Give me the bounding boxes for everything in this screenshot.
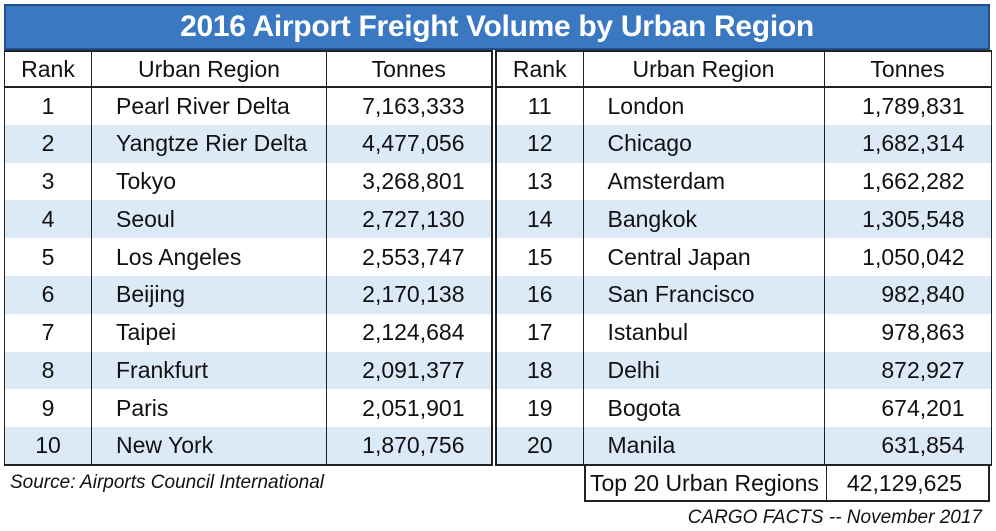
column-header-region: Urban Region: [582, 50, 825, 88]
ranking-table-left: Rank Urban Region Tonnes 1 Pearl River De…: [4, 50, 493, 466]
table-row: 3 Tokyo 3,268,801: [4, 162, 492, 201]
region-cell: Delhi: [582, 351, 825, 390]
total-label: Top 20 Urban Regions: [586, 466, 827, 500]
region-cell: New York: [91, 427, 327, 466]
credit-note: CARGO FACTS -- November 2017: [687, 507, 982, 528]
region-cell: Central Japan: [582, 238, 825, 276]
table-row: 1 Pearl River Delta 7,163,333: [4, 87, 492, 125]
rank-cell: 20: [495, 427, 584, 466]
table-row: 4 Seoul 2,727,130: [4, 200, 492, 239]
tonnes-cell: 1,662,282: [823, 162, 992, 201]
tonnes-cell: 4,477,056: [326, 124, 492, 163]
region-cell: Pearl River Delta: [91, 87, 327, 125]
rank-cell: 7: [4, 313, 92, 352]
column-header-rank: Rank: [495, 50, 584, 88]
region-cell: London: [582, 87, 825, 125]
tonnes-cell: 1,870,756: [326, 427, 492, 466]
table-title: 2016 Airport Freight Volume by Urban Reg…: [4, 4, 990, 50]
region-cell: Tokyo: [91, 162, 327, 201]
table-row: 10 New York 1,870,756: [4, 427, 492, 466]
tonnes-cell: 982,840: [823, 275, 992, 314]
total-value: 42,129,625: [846, 470, 962, 496]
rank-cell: 11: [495, 87, 584, 125]
region-cell: San Francisco: [582, 275, 825, 314]
rank-cell: 9: [4, 389, 92, 428]
region-cell: Bangkok: [582, 200, 825, 239]
rank-cell: 5: [4, 238, 92, 276]
ranking-table-right: Rank Urban Region Tonnes 11 London 1,789,8…: [495, 50, 992, 466]
tonnes-cell: 2,727,130: [326, 200, 492, 239]
column-header-region: Urban Region: [91, 50, 327, 88]
rank-cell: 1: [4, 87, 92, 125]
tonnes-cell: 7,163,333: [326, 87, 492, 125]
table-row: 11 London 1,789,831: [495, 87, 992, 125]
tonnes-cell: 2,170,138: [326, 275, 492, 314]
tonnes-cell: 1,050,042: [823, 238, 992, 276]
table-row: 9 Paris 2,051,901: [4, 389, 492, 428]
region-cell: Amsterdam: [582, 162, 825, 201]
total-row: Top 20 Urban Regions 42,129,625: [584, 464, 990, 502]
rank-cell: 13: [495, 162, 584, 201]
table-row: 20 Manila 631,854: [495, 427, 992, 466]
region-cell: Chicago: [582, 124, 825, 163]
rank-cell: 16: [495, 275, 584, 314]
table-row: 5 Los Angeles 2,553,747: [4, 238, 492, 276]
table-row: 6 Beijing 2,170,138: [4, 275, 492, 314]
tonnes-cell: 2,051,901: [326, 389, 492, 428]
region-cell: Manila: [582, 427, 825, 466]
rank-cell: 14: [495, 200, 584, 239]
rank-cell: 15: [495, 238, 584, 276]
rank-cell: 2: [4, 124, 92, 163]
tonnes-cell: 2,124,684: [326, 313, 492, 352]
rank-cell: 8: [4, 351, 92, 390]
table-row: 16 San Francisco 982,840: [495, 275, 992, 314]
region-cell: Yangtze Rier Delta: [91, 124, 327, 163]
tonnes-cell: 2,091,377: [326, 351, 492, 390]
column-header-tonnes: Tonnes: [326, 50, 492, 88]
rank-cell: 6: [4, 275, 92, 314]
tonnes-cell: 1,789,831: [823, 87, 992, 125]
rank-cell: 18: [495, 351, 584, 390]
rank-cell: 4: [4, 200, 92, 239]
region-cell: Frankfurt: [91, 351, 327, 390]
region-cell: Paris: [91, 389, 327, 428]
rank-cell: 10: [4, 427, 92, 466]
table-row: 14 Bangkok 1,305,548: [495, 200, 992, 239]
tonnes-cell: 1,305,548: [823, 200, 992, 239]
column-header-tonnes: Tonnes: [823, 50, 992, 88]
region-cell: Bogota: [582, 389, 825, 428]
tonnes-cell: 674,201: [823, 389, 992, 428]
table-row: 15 Central Japan 1,050,042: [495, 238, 992, 276]
table-row: 18 Delhi 872,927: [495, 351, 992, 390]
rank-cell: 3: [4, 162, 92, 201]
table-row: 12 Chicago 1,682,314: [495, 124, 992, 163]
region-cell: Istanbul: [582, 313, 825, 352]
table-row: 17 Istanbul 978,863: [495, 313, 992, 352]
table-row: 8 Frankfurt 2,091,377: [4, 351, 492, 390]
region-cell: Beijing: [91, 275, 327, 314]
rank-cell: 19: [495, 389, 584, 428]
region-cell: Seoul: [91, 200, 327, 239]
table-row: 7 Taipei 2,124,684: [4, 313, 492, 352]
table-row: 19 Bogota 674,201: [495, 389, 992, 428]
rank-cell: 17: [495, 313, 584, 352]
table-row: 2 Yangtze Rier Delta 4,477,056: [4, 124, 492, 163]
table-row: 13 Amsterdam 1,662,282: [495, 162, 992, 201]
tonnes-cell: 1,682,314: [823, 124, 992, 163]
region-cell: Los Angeles: [91, 238, 327, 276]
column-header-rank: Rank: [4, 50, 92, 88]
tonnes-cell: 3,268,801: [326, 162, 492, 201]
tonnes-cell: 2,553,747: [326, 238, 492, 276]
tonnes-cell: 631,854: [823, 427, 992, 466]
tonnes-cell: 978,863: [823, 313, 992, 352]
source-note: Source: Airports Council International: [10, 472, 325, 493]
tonnes-cell: 872,927: [823, 351, 992, 390]
region-cell: Taipei: [91, 313, 327, 352]
rank-cell: 12: [495, 124, 584, 163]
